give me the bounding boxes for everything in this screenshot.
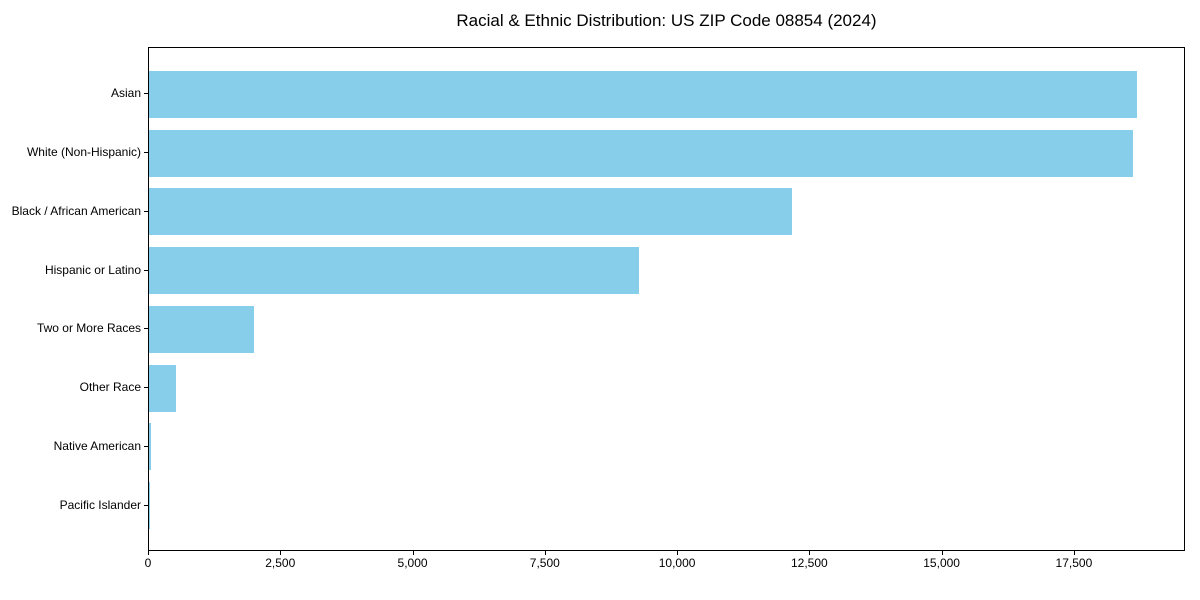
bar-two-or-more-races [149, 305, 255, 353]
x-tick-label-10000: 10,000 [658, 556, 696, 570]
x-tick-mark [677, 551, 679, 555]
y-tick-label-black-african-american: Black / African American [11, 203, 141, 218]
y-tick-label-native-american: Native American [53, 438, 141, 453]
bar-hispanic-or-latino [149, 247, 640, 295]
y-tick-mark [144, 152, 148, 154]
x-tick-mark [1073, 551, 1075, 555]
x-tick-label-0: 0 [144, 556, 152, 570]
y-tick-mark [144, 93, 148, 95]
x-tick-mark [412, 551, 414, 555]
y-tick-mark [144, 269, 148, 271]
x-tick-mark [148, 551, 149, 555]
bar-asian [149, 70, 1137, 118]
y-tick-mark [144, 328, 148, 330]
x-tick-mark [544, 551, 546, 555]
x-tick-label-5000: 5,000 [397, 556, 428, 570]
y-tick-mark [144, 445, 148, 447]
x-tick-mark [941, 551, 943, 555]
x-tick-mark [809, 551, 811, 555]
y-tick-mark [144, 387, 148, 389]
y-tick-mark [144, 504, 148, 506]
y-tick-label-hispanic-or-latino: Hispanic or Latino [44, 262, 141, 277]
bar-native-american [149, 423, 151, 471]
y-tick-label-white-non-hispanic: White (Non-Hispanic) [26, 145, 141, 160]
plot-area [148, 47, 1185, 551]
x-tick-mark [280, 551, 282, 555]
bar-white-non-hispanic [149, 129, 1134, 177]
y-tick-label-other-race: Other Race [79, 380, 141, 395]
bar-other-race [149, 364, 176, 412]
x-tick-label-15000: 15,000 [923, 556, 960, 570]
y-tick-label-asian: Asian [110, 86, 141, 101]
y-tick-label-two-or-more-races: Two or More Races [36, 321, 141, 336]
x-tick-label-17500: 17,500 [1055, 556, 1093, 570]
x-tick-label-12500: 12,500 [790, 556, 828, 570]
y-tick-label-pacific-islander: Pacific Islander [59, 497, 141, 512]
x-tick-label-7500: 7,500 [529, 556, 560, 570]
y-tick-mark [144, 210, 148, 212]
bar-pacific-islander [149, 482, 150, 530]
bar-black-african-american [149, 188, 792, 236]
x-tick-label-2500: 2,500 [265, 556, 296, 570]
chart-title: Racial & Ethnic Distribution: US ZIP Cod… [456, 11, 877, 30]
